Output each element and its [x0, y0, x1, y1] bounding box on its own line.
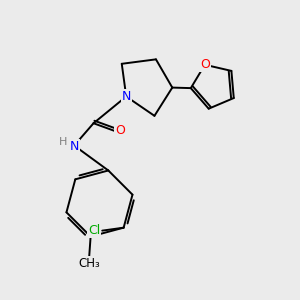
Text: CH₃: CH₃ [78, 257, 100, 270]
Text: O: O [115, 124, 125, 137]
Text: N: N [122, 90, 131, 103]
Text: N: N [70, 140, 79, 153]
Text: Cl: Cl [88, 224, 100, 237]
Text: O: O [200, 58, 210, 71]
Text: H: H [59, 137, 67, 147]
